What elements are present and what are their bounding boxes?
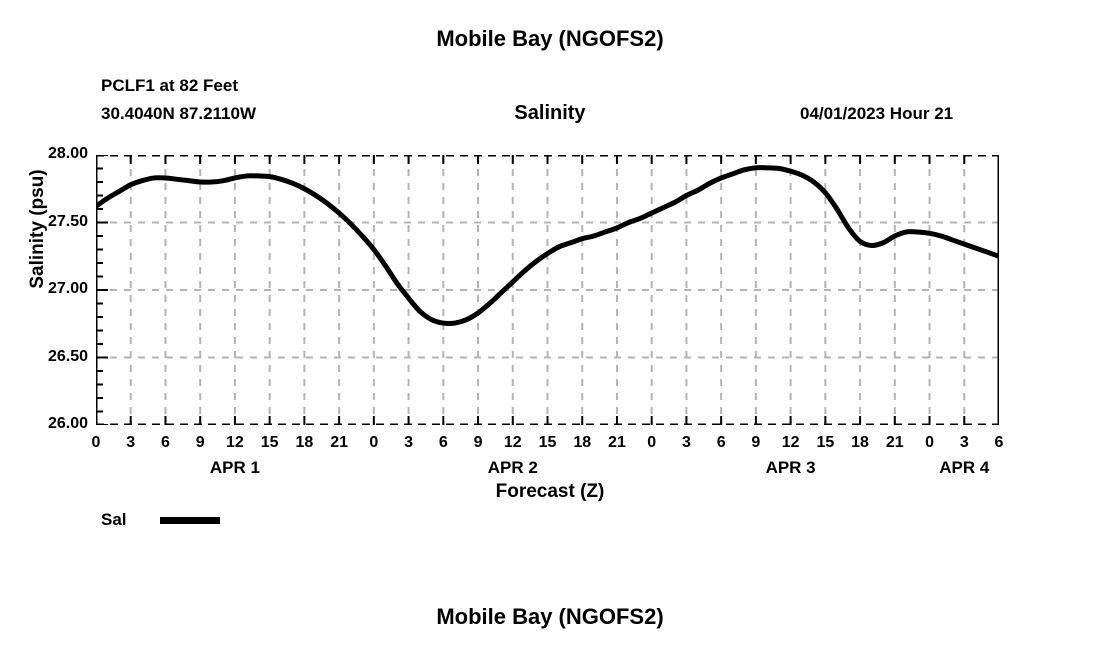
x-axis-tick-label: 9: [195, 434, 205, 451]
x-axis-tick-label: 21: [330, 434, 348, 451]
variable-title: Salinity: [514, 102, 586, 124]
x-axis-tick-label: 6: [716, 434, 726, 451]
x-axis-tick-label: 18: [851, 434, 869, 451]
x-axis-tick-label: 0: [91, 434, 101, 451]
x-axis-tick-label: 18: [573, 434, 592, 451]
y-axis-tick-label: 27.00: [47, 280, 88, 297]
x-axis-tick-label: 3: [681, 434, 691, 451]
x-axis-tick-label: 12: [226, 434, 244, 451]
legend-label: Sal: [101, 510, 127, 529]
x-axis-tick-label: 0: [369, 434, 379, 451]
data-series-line: [96, 165, 999, 326]
x-axis-tick-label: 15: [816, 434, 835, 451]
model-run-timestamp: 04/01/2023 Hour 21: [800, 104, 954, 123]
x-axis-tick-label: 6: [161, 434, 170, 451]
x-axis-tick-label: 21: [885, 434, 904, 451]
x-axis-tick-label: 12: [781, 434, 800, 451]
x-axis-tick-label: 0: [925, 434, 934, 451]
x-axis-tick-label: 9: [751, 434, 761, 451]
x-axis-tick-label: 6: [994, 434, 1004, 451]
station-coordinates: 30.4040N 87.2110W: [101, 104, 257, 123]
page-title-bottom: Mobile Bay (NGOFS2): [436, 604, 664, 629]
x-axis-tick-label: 9: [473, 434, 483, 451]
x-axis-tick-label: 3: [959, 434, 969, 451]
x-axis-tick-label: 6: [438, 434, 448, 451]
legend-color-swatch: [160, 517, 220, 524]
x-axis-day-label: APR 4: [939, 458, 990, 477]
x-axis-tick-label: 15: [260, 434, 279, 451]
x-axis-tick-label: 12: [503, 434, 522, 451]
page-title-top: Mobile Bay (NGOFS2): [436, 26, 664, 51]
y-axis-tick-label: 28.00: [47, 145, 88, 162]
y-axis-tick-label: 27.50: [47, 212, 88, 230]
x-axis-label: Forecast (Z): [495, 481, 605, 502]
chart-plot-area: [96, 155, 999, 425]
x-axis-tick-label: 21: [608, 434, 626, 451]
station-name-depth: PCLF1 at 82 Feet: [101, 76, 238, 95]
x-axis-day-label: APR 2: [487, 458, 538, 477]
x-axis-tick-label: 18: [295, 434, 314, 451]
x-axis-tick-label: 15: [538, 434, 557, 451]
x-axis-day-label: APR 1: [209, 458, 260, 477]
x-axis-tick-label: 3: [126, 434, 136, 451]
salinity-line-chart: [96, 155, 999, 425]
x-axis-day-label: APR 3: [765, 458, 816, 477]
y-axis-tick-label: 26.50: [47, 347, 88, 365]
x-axis-tick-label: 0: [647, 434, 657, 451]
x-axis-tick-label: 3: [404, 434, 414, 451]
y-axis-tick-label: 26.00: [47, 415, 88, 432]
